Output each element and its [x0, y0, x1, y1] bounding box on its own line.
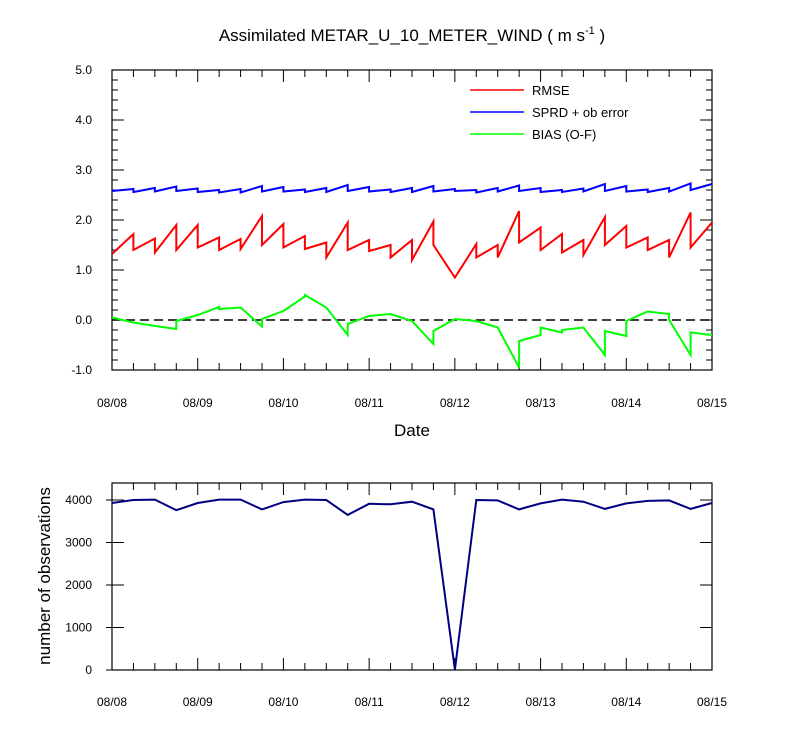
legend-label-rmse: RMSE	[532, 83, 570, 98]
bottom-x-tick-label: 08/11	[355, 695, 384, 709]
top-y-tick-label: 0.0	[75, 313, 92, 327]
bottom-x-tick-label: 08/14	[611, 695, 641, 709]
top-series-group	[111, 182, 713, 368]
legend: RMSE SPRD + ob error BIAS (O-F)	[470, 83, 629, 142]
top-axis-labels: 08/08 08/09 08/10 08/11 08/12 08/13 08/14 08/15…	[71, 63, 727, 410]
top-y-tick-label: 3.0	[75, 163, 92, 177]
bottom-x-tick-label: 08/09	[183, 695, 213, 709]
chart-title-main: Assimilated METAR_U_10_METER_WIND ( m s	[219, 26, 585, 45]
top-series-line-rmse	[111, 210, 713, 280]
bottom-y-tick-label: 1000	[65, 621, 92, 635]
bottom-y-tick-label: 3000	[65, 536, 92, 550]
bottom-plot-frame	[111, 482, 713, 671]
top-x-tick-label: 08/13	[526, 396, 556, 410]
top-y-tick-label: 4.0	[75, 113, 92, 127]
top-x-tick-label: 08/08	[97, 396, 127, 410]
top-y-tick-label: 5.0	[75, 63, 92, 77]
bottom-y-tick-label: 0	[85, 663, 92, 677]
top-y-tick-label: 2.0	[75, 213, 92, 227]
bottom-x-tick-label: 08/15	[697, 695, 727, 709]
legend-label-sprd: SPRD + ob error	[532, 105, 629, 120]
bottom-y-axis-title: number of observations	[35, 487, 54, 665]
top-x-tick-label: 08/09	[183, 396, 213, 410]
bottom-y-tick-label: 2000	[65, 578, 92, 592]
top-y-tick-label: 1.0	[75, 263, 92, 277]
bottom-x-tick-label: 08/08	[97, 695, 127, 709]
chart-title-end: )	[595, 26, 605, 45]
bottom-axis-labels: 08/08 08/09 08/10 08/11 08/12 08/13 08/14 08/15…	[65, 493, 727, 709]
legend-label-bias: BIAS (O-F)	[532, 127, 596, 142]
top-x-axis-title: Date	[394, 421, 430, 440]
top-x-tick-label: 08/12	[440, 396, 470, 410]
bottom-series-group	[111, 498, 713, 670]
top-x-tick-label: 08/15	[697, 396, 727, 410]
bottom-axis-ticks	[106, 483, 713, 671]
top-panel: 08/08 08/09 08/10 08/11 08/12 08/13 08/14 08/15…	[71, 63, 727, 440]
chart-title: Assimilated METAR_U_10_METER_WIND ( m s-…	[219, 25, 605, 45]
bottom-x-tick-label: 08/13	[526, 695, 556, 709]
top-series-line-sprd-ob-error	[111, 182, 713, 194]
bottom-series-line-number-of-observations	[111, 498, 713, 670]
chart-title-superscript: -1	[585, 25, 595, 37]
top-series-line-bias-o-f	[111, 293, 713, 368]
top-y-tick-label: -1.0	[71, 363, 92, 377]
bottom-panel: 08/08 08/09 08/10 08/11 08/12 08/13 08/14 08/15…	[35, 482, 727, 709]
bottom-y-tick-label: 4000	[65, 493, 92, 507]
top-x-tick-label: 08/14	[611, 396, 641, 410]
bottom-x-tick-label: 08/12	[440, 695, 470, 709]
top-x-tick-label: 08/10	[268, 396, 298, 410]
top-x-tick-label: 08/11	[355, 396, 384, 410]
top-axis-ticks	[111, 69, 713, 371]
bottom-x-tick-label: 08/10	[268, 695, 298, 709]
